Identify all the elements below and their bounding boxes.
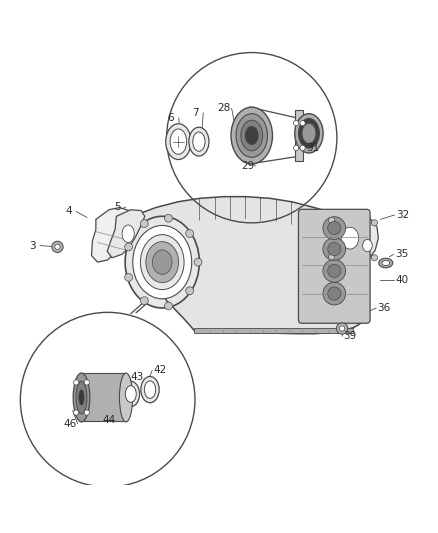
Text: 42: 42 (153, 366, 167, 375)
Ellipse shape (141, 235, 184, 289)
Polygon shape (107, 210, 145, 258)
Circle shape (300, 146, 305, 150)
Ellipse shape (166, 124, 191, 159)
Text: 5: 5 (114, 202, 121, 212)
Circle shape (328, 217, 335, 223)
Polygon shape (92, 207, 134, 262)
Circle shape (371, 220, 378, 226)
Polygon shape (81, 374, 126, 422)
Ellipse shape (73, 373, 90, 422)
Circle shape (323, 282, 346, 305)
Circle shape (328, 254, 335, 260)
Text: 44: 44 (102, 415, 116, 425)
Ellipse shape (295, 114, 323, 153)
Ellipse shape (125, 216, 199, 308)
Circle shape (293, 120, 299, 126)
Ellipse shape (231, 107, 272, 164)
Ellipse shape (145, 381, 155, 398)
Text: 3: 3 (29, 240, 35, 251)
Ellipse shape (133, 225, 192, 299)
Ellipse shape (302, 123, 316, 143)
Text: 6: 6 (168, 113, 174, 123)
Circle shape (55, 244, 60, 249)
Circle shape (323, 217, 346, 239)
Text: 39: 39 (343, 332, 357, 341)
Circle shape (293, 146, 299, 150)
Ellipse shape (122, 381, 140, 407)
Text: 28: 28 (217, 103, 230, 114)
Polygon shape (194, 328, 353, 333)
Text: 46: 46 (63, 419, 76, 429)
Text: 29: 29 (241, 161, 254, 171)
Ellipse shape (152, 250, 172, 274)
Circle shape (328, 222, 341, 235)
Circle shape (371, 255, 378, 261)
Polygon shape (138, 197, 368, 334)
Polygon shape (295, 110, 303, 161)
Circle shape (336, 323, 348, 334)
Ellipse shape (120, 373, 133, 422)
Circle shape (186, 230, 194, 237)
Text: 4: 4 (65, 206, 72, 216)
Ellipse shape (122, 225, 134, 243)
Ellipse shape (298, 118, 319, 148)
Text: 36: 36 (378, 303, 391, 313)
Ellipse shape (236, 114, 268, 157)
Ellipse shape (125, 386, 136, 402)
Circle shape (194, 258, 202, 266)
Text: 35: 35 (395, 249, 408, 259)
Ellipse shape (245, 126, 258, 144)
FancyBboxPatch shape (298, 209, 370, 323)
Circle shape (300, 120, 305, 126)
Circle shape (339, 326, 345, 331)
Text: 32: 32 (396, 210, 409, 220)
Circle shape (141, 297, 148, 305)
Ellipse shape (141, 376, 159, 403)
Circle shape (52, 241, 63, 253)
Circle shape (328, 264, 341, 277)
Ellipse shape (193, 132, 205, 151)
Text: 7: 7 (192, 108, 199, 118)
Circle shape (323, 260, 346, 282)
Ellipse shape (189, 127, 209, 156)
Ellipse shape (241, 120, 263, 151)
Ellipse shape (341, 227, 359, 249)
Ellipse shape (382, 261, 390, 265)
Circle shape (323, 238, 346, 261)
Ellipse shape (76, 381, 87, 414)
Ellipse shape (146, 241, 179, 282)
Circle shape (74, 380, 79, 385)
Ellipse shape (363, 239, 372, 252)
Text: 40: 40 (395, 276, 408, 286)
Circle shape (328, 287, 341, 300)
Ellipse shape (170, 129, 187, 154)
Polygon shape (329, 211, 378, 266)
Circle shape (125, 243, 133, 251)
Circle shape (74, 410, 79, 415)
Text: 31: 31 (306, 143, 319, 153)
Circle shape (165, 214, 173, 222)
Ellipse shape (379, 258, 393, 268)
Circle shape (328, 243, 341, 256)
Circle shape (165, 302, 173, 310)
Circle shape (186, 287, 194, 295)
Ellipse shape (79, 390, 84, 405)
Circle shape (141, 220, 148, 228)
Circle shape (84, 380, 89, 385)
Circle shape (125, 273, 133, 281)
Text: 43: 43 (130, 372, 144, 382)
Circle shape (84, 410, 89, 415)
